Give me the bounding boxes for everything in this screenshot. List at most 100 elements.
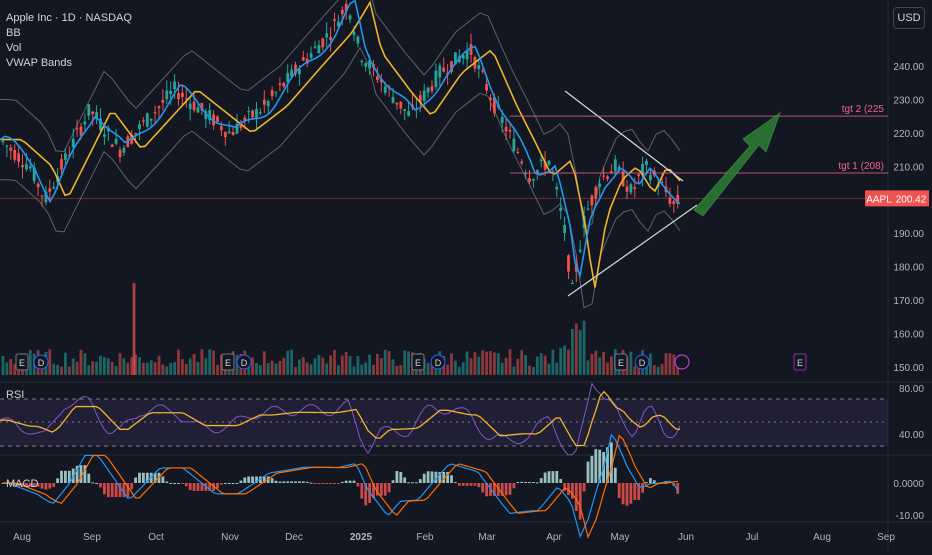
candle-body[interactable] [40, 195, 44, 197]
candle-body[interactable] [555, 186, 559, 190]
candle-body[interactable] [430, 86, 434, 92]
candle-body[interactable] [641, 164, 644, 176]
candle-body[interactable] [294, 64, 297, 74]
candle-body[interactable] [118, 149, 122, 158]
candle-body[interactable] [208, 110, 212, 121]
candle-body[interactable] [145, 113, 149, 127]
candle-body[interactable] [563, 224, 566, 233]
earnings-marker[interactable] [15, 353, 29, 371]
candle-body[interactable] [87, 104, 91, 116]
earnings-marker[interactable] [614, 353, 628, 371]
candle-body[interactable] [301, 57, 305, 61]
candle-body[interactable] [298, 69, 301, 75]
candle-body[interactable] [142, 120, 145, 122]
candle-body[interactable] [266, 101, 270, 107]
candle-body[interactable] [169, 90, 173, 95]
candle-body[interactable] [44, 191, 48, 203]
candle-body[interactable] [606, 176, 609, 180]
candle-body[interactable] [153, 112, 157, 114]
candle-body[interactable] [633, 187, 637, 189]
candle-body[interactable] [243, 117, 247, 122]
candle-body[interactable] [660, 181, 664, 183]
candle-body[interactable] [235, 123, 239, 134]
candle-body[interactable] [391, 97, 395, 103]
candle-body[interactable] [438, 65, 442, 78]
candle-body[interactable] [317, 45, 321, 54]
candle-body[interactable] [645, 160, 648, 166]
earnings-marker[interactable] [221, 353, 235, 371]
candle-body[interactable] [278, 83, 282, 85]
split-event-icon[interactable] [674, 354, 690, 370]
candle-body[interactable] [512, 138, 516, 152]
candle-body[interactable] [313, 46, 317, 48]
symbol-title[interactable]: Apple Inc · 1D · NASDAQ [6, 12, 132, 24]
candle-body[interactable] [340, 9, 344, 15]
candle-body[interactable] [454, 52, 457, 65]
candle-body[interactable] [247, 111, 251, 113]
dividend-marker[interactable] [236, 354, 252, 370]
candle-body[interactable] [532, 179, 535, 181]
candle-body[interactable] [337, 21, 340, 27]
candle-body[interactable] [516, 151, 520, 153]
candle-body[interactable] [251, 110, 254, 118]
candle-body[interactable] [99, 118, 102, 130]
candle-body[interactable] [21, 165, 24, 168]
candle-body[interactable] [329, 37, 332, 40]
candle-body[interactable] [161, 99, 165, 103]
indicator-vwap-bands[interactable]: VWAP Bands [6, 57, 73, 69]
candle-body[interactable] [676, 194, 680, 204]
candle-body[interactable] [173, 81, 176, 90]
candle-body[interactable] [485, 84, 488, 91]
candle-body[interactable] [122, 147, 126, 153]
candle-body[interactable] [200, 102, 204, 111]
candle-body[interactable] [220, 126, 223, 131]
candle-body[interactable] [134, 132, 137, 134]
candle-body[interactable] [204, 111, 208, 120]
earnings-marker[interactable] [793, 353, 807, 371]
candle-body[interactable] [383, 86, 387, 93]
currency-button[interactable]: USD [893, 7, 925, 29]
drawings[interactable]: tgt 2 (225 tgt 1 (208) [0, 90, 888, 297]
candle-body[interactable] [649, 174, 652, 181]
candle-body[interactable] [309, 53, 313, 58]
candle-body[interactable] [32, 167, 36, 182]
candle-body[interactable] [95, 112, 98, 120]
candle-body[interactable] [9, 147, 13, 151]
candle-body[interactable] [637, 174, 641, 177]
candle-body[interactable] [508, 130, 512, 132]
candle-body[interactable] [395, 102, 399, 105]
candle-body[interactable] [543, 161, 547, 170]
earnings-marker[interactable] [411, 353, 425, 371]
candle-body[interactable] [368, 60, 371, 69]
candle-body[interactable] [196, 107, 200, 113]
candle-body[interactable] [227, 131, 231, 133]
candle-body[interactable] [138, 124, 141, 130]
candle-body[interactable] [625, 186, 629, 192]
candle-body[interactable] [17, 153, 20, 162]
candle-body[interactable] [477, 64, 481, 70]
candle-body[interactable] [79, 126, 83, 136]
candle-body[interactable] [110, 144, 114, 147]
candle-body[interactable] [520, 161, 524, 164]
triangle-upper-trendline[interactable] [564, 90, 684, 182]
candle-body[interactable] [528, 178, 531, 182]
candle-body[interactable] [290, 69, 293, 77]
candle-body[interactable] [594, 187, 598, 199]
candle-body[interactable] [231, 132, 235, 136]
candle-body[interactable] [28, 166, 32, 169]
candle-body[interactable] [1, 141, 5, 143]
candle-body[interactable] [547, 160, 551, 165]
candle-body[interactable] [157, 106, 161, 109]
candle-body[interactable] [71, 138, 75, 148]
candle-body[interactable] [360, 60, 364, 63]
dividend-marker[interactable] [430, 354, 446, 370]
candle-body[interactable] [36, 183, 40, 188]
candle-body[interactable] [418, 95, 422, 103]
macd-label[interactable]: MACD [6, 478, 39, 490]
candle-body[interactable] [282, 82, 286, 87]
candle-body[interactable] [184, 98, 188, 100]
candle-body[interactable] [5, 145, 9, 147]
